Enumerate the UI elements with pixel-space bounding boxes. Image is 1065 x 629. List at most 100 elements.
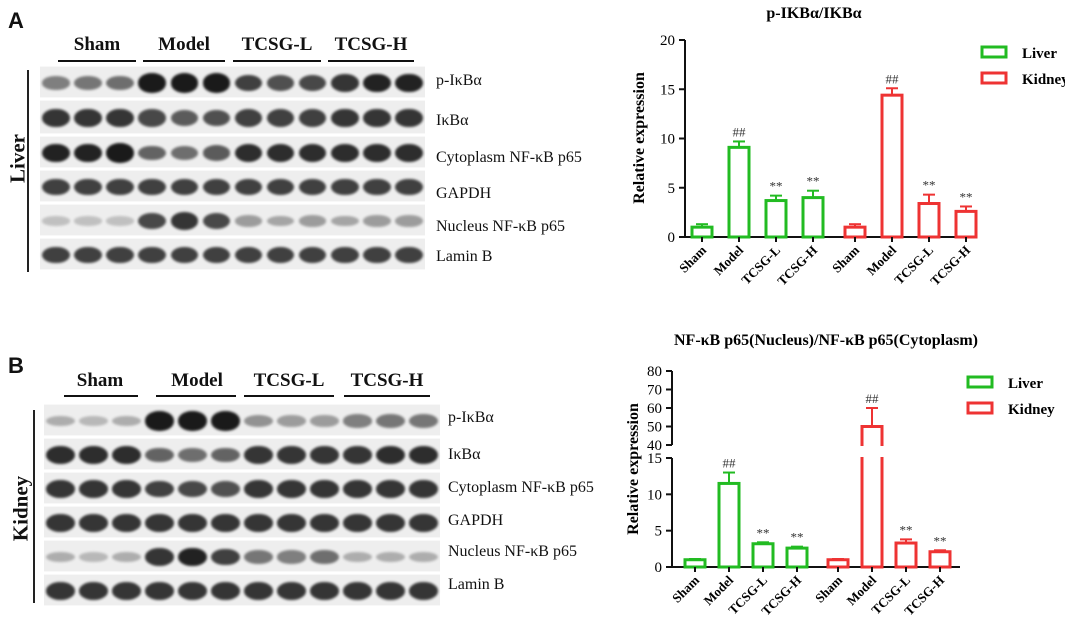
blot-band [244, 480, 273, 498]
group-label-tcsg-l: TCSG-L [241, 34, 313, 55]
chart-p-ikba-ratio: p-IKBα/IKBα Relative expression 0 5 10 15 20 Sh… [631, 5, 1065, 288]
panel-letter-b: B [8, 353, 24, 378]
tissue-label-kidney: Kidney [8, 475, 33, 542]
bar [683, 558, 707, 569]
blot-band [363, 108, 391, 128]
blot-band [343, 551, 372, 563]
group-underline [143, 60, 225, 62]
bar [826, 558, 850, 569]
blot-band [363, 215, 391, 227]
blot-band [74, 216, 102, 226]
blot-band [46, 415, 75, 427]
blot-band [395, 108, 423, 128]
blot-band [106, 143, 134, 163]
group-underline [233, 60, 321, 62]
y-tick-label: 10 [660, 132, 675, 148]
blot-band [395, 215, 423, 227]
blot-band [138, 246, 167, 264]
tissue-bracket-line [33, 410, 35, 603]
blot-label: Nucleus NF-κB p65 [436, 218, 565, 235]
significance-mark: ** [923, 178, 936, 193]
y-tick-label: 50 [647, 420, 662, 436]
blot-band [79, 582, 108, 600]
blot-band [363, 73, 391, 93]
blot-band [244, 514, 273, 532]
blot-band [266, 246, 295, 264]
blot-strip [40, 238, 425, 270]
blot-band [178, 480, 207, 498]
blot-band [211, 447, 240, 463]
blot-band [79, 416, 108, 426]
group-underline [58, 60, 136, 62]
blot-band [178, 582, 207, 600]
blot-band [138, 73, 167, 93]
significance-mark: ** [770, 179, 783, 194]
blot-band [170, 109, 199, 127]
blot-band [145, 480, 174, 498]
blot-band [266, 75, 295, 91]
blot-band [409, 445, 438, 465]
blot-band [145, 582, 174, 600]
blot-band [202, 178, 231, 196]
blot-band [74, 76, 102, 90]
blot-band [74, 178, 102, 196]
blot-band [277, 550, 306, 564]
blot-label: GAPDH [448, 512, 504, 529]
blot-band [234, 178, 263, 196]
y-tick-label: 60 [647, 401, 662, 417]
blot-band [46, 445, 75, 465]
blot-band [234, 108, 263, 127]
blot-band [409, 551, 438, 563]
blot-band [170, 246, 199, 264]
blot-band [42, 246, 70, 264]
blot-band [376, 582, 405, 600]
legend-label: Liver [1022, 46, 1057, 62]
chart-title: p-IKBα/IKBα [766, 5, 861, 22]
blot-band [112, 551, 141, 563]
blot-band [74, 108, 102, 128]
legend-label: Kidney [1022, 72, 1065, 88]
blot-band [266, 215, 295, 227]
blot-band [106, 108, 134, 128]
blot-band [395, 143, 423, 163]
blot-band [234, 215, 263, 227]
blot-strip [44, 540, 440, 572]
blot-band [112, 445, 141, 465]
significance-mark: ** [757, 525, 770, 540]
blot-band [363, 143, 391, 163]
blot-label: IκBα [436, 112, 469, 129]
significance-mark: ** [791, 530, 804, 545]
blot-band [244, 415, 273, 427]
x-tick-label: Sham [676, 242, 709, 275]
y-tick-label: 0 [655, 560, 663, 576]
blot-strip [40, 100, 425, 134]
blot-band [46, 551, 75, 563]
blot-band [343, 514, 372, 532]
blot-band [178, 547, 207, 567]
bar [690, 225, 714, 239]
legend-label: Liver [1008, 376, 1043, 392]
bar [764, 199, 788, 239]
y-tick-label: 20 [660, 33, 675, 49]
blot-band [112, 514, 141, 532]
blot-band [310, 446, 339, 464]
group-label-sham: Sham [73, 34, 121, 55]
blot-band [310, 582, 339, 600]
blot-band [211, 548, 240, 566]
blot-band [138, 178, 167, 196]
blot-band [178, 514, 207, 532]
blot-band [343, 446, 372, 464]
blot-band [277, 480, 306, 498]
blot-strip [44, 472, 440, 504]
blot-band [42, 143, 70, 163]
significance-mark: ** [900, 522, 913, 537]
blot-band [298, 215, 327, 227]
blot-band [202, 212, 231, 230]
blot-band [376, 445, 405, 465]
blot-band [79, 480, 108, 498]
blot-band [74, 246, 102, 264]
legend-swatch [966, 401, 994, 415]
blot-band [409, 514, 438, 532]
blot-band [46, 480, 75, 498]
blot-band [266, 143, 295, 163]
